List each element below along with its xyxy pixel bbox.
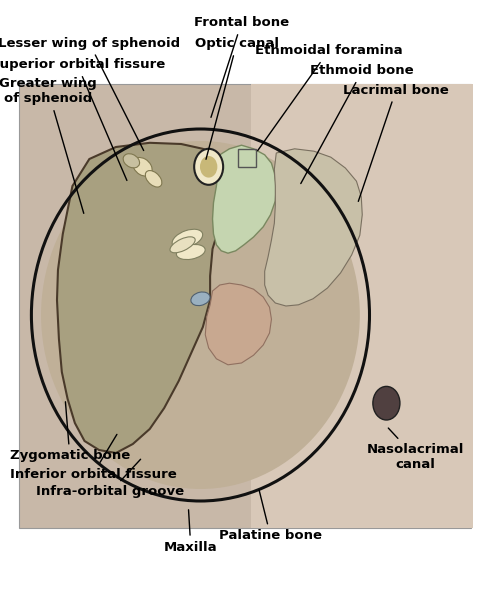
Text: Greater wing
of sphenoid: Greater wing of sphenoid — [0, 77, 97, 214]
Bar — [238, 149, 256, 167]
Bar — [251, 84, 473, 528]
Text: Optic canal: Optic canal — [195, 37, 279, 160]
Circle shape — [373, 386, 400, 420]
Polygon shape — [265, 149, 362, 306]
Polygon shape — [213, 145, 276, 253]
Bar — [19, 84, 471, 528]
Text: Infra-orbital groove: Infra-orbital groove — [36, 459, 185, 499]
Text: Frontal bone: Frontal bone — [194, 16, 289, 118]
Ellipse shape — [172, 229, 203, 248]
Text: Lacrimal bone: Lacrimal bone — [343, 83, 449, 202]
Circle shape — [194, 149, 223, 185]
Ellipse shape — [133, 158, 152, 176]
Text: Inferior orbital fissure: Inferior orbital fissure — [10, 434, 176, 481]
Ellipse shape — [191, 292, 210, 305]
Text: Lesser wing of sphenoid: Lesser wing of sphenoid — [0, 37, 181, 151]
Ellipse shape — [123, 154, 140, 168]
Polygon shape — [57, 143, 232, 453]
Text: Palatine bone: Palatine bone — [219, 490, 322, 542]
Circle shape — [200, 156, 217, 178]
Text: Ethmoidal foramina: Ethmoidal foramina — [255, 44, 402, 151]
Polygon shape — [205, 283, 271, 365]
Text: Superior orbital fissure: Superior orbital fissure — [0, 58, 165, 181]
Ellipse shape — [41, 141, 360, 489]
Text: Maxilla: Maxilla — [164, 510, 218, 554]
Text: Ethmoid bone: Ethmoid bone — [301, 64, 414, 184]
Ellipse shape — [170, 237, 195, 253]
Ellipse shape — [145, 170, 162, 187]
Text: Nasolacrimal
canal: Nasolacrimal canal — [367, 428, 464, 471]
Text: Zygomatic bone: Zygomatic bone — [10, 402, 130, 463]
Ellipse shape — [176, 244, 205, 260]
